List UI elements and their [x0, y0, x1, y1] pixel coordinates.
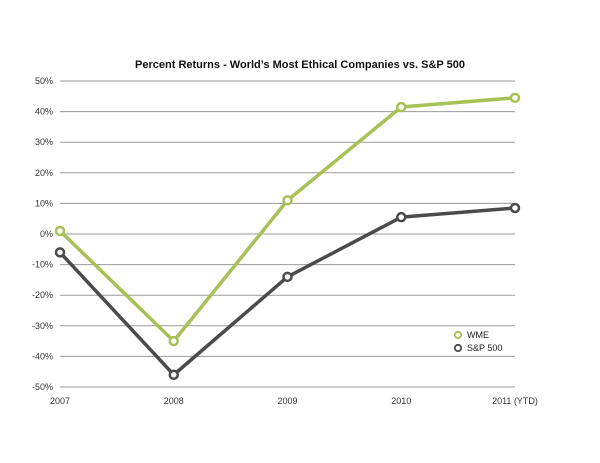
- chart-title: Percent Returns - World’s Most Ethical C…: [135, 59, 465, 71]
- grid: [60, 80, 515, 388]
- y-tick-label: 50%: [35, 76, 53, 86]
- x-axis-ticks: 2007 2008 2009 2010 2011 (YTD): [50, 396, 538, 406]
- data-point: [168, 335, 179, 347]
- legend-marker: [453, 343, 463, 353]
- x-tick-label: 2010: [391, 396, 411, 406]
- y-axis-ticks: 50% 40% 30% 20% 10% 0% -10% -20% -30% -40% -50%: [32, 76, 53, 392]
- data-point: [168, 369, 179, 381]
- legend-label: WME: [467, 330, 489, 340]
- data-point: [509, 202, 521, 214]
- data-point: [54, 247, 66, 258]
- data-point: [54, 225, 66, 237]
- y-tick-label: -40%: [32, 351, 53, 361]
- y-tick-label: 30%: [35, 137, 53, 147]
- x-tick-label: 2011 (YTD): [492, 396, 538, 406]
- series-line-wme: [58, 96, 517, 343]
- data-point: [509, 92, 521, 104]
- series-layer: [54, 92, 521, 381]
- y-tick-label: -50%: [32, 382, 53, 392]
- series-line-sp500: [58, 206, 517, 377]
- data-point: [282, 195, 293, 206]
- x-tick-label: 2007: [50, 396, 70, 406]
- legend-marker: [453, 330, 463, 340]
- data-point: [282, 271, 293, 283]
- y-tick-label: 10%: [35, 198, 53, 208]
- y-tick-label: -10%: [32, 260, 53, 270]
- y-tick-label: -20%: [32, 290, 53, 300]
- y-tick-label: 0%: [40, 229, 53, 239]
- legend-label: S&P 500: [467, 343, 502, 353]
- data-point: [396, 101, 407, 113]
- legend: WME S&P 500: [453, 330, 502, 353]
- x-tick-label: 2009: [277, 396, 297, 406]
- y-tick-label: 20%: [35, 168, 53, 178]
- x-tick-label: 2008: [164, 396, 184, 406]
- data-point: [396, 211, 407, 223]
- y-tick-label: -30%: [32, 321, 53, 331]
- y-tick-label: 40%: [35, 107, 53, 117]
